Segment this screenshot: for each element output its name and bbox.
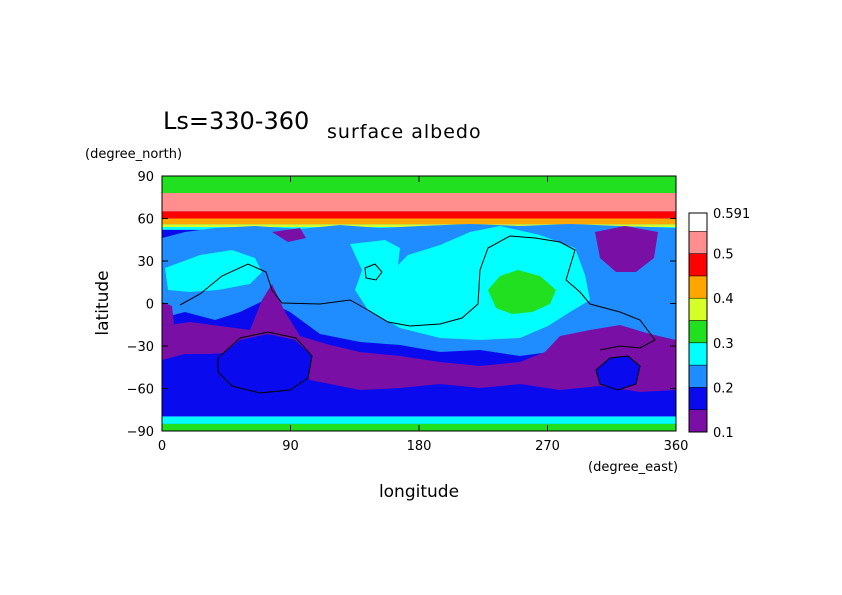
colorbar-label-5: 0.591: [713, 207, 750, 222]
colorbar-swatch-2: [688, 364, 708, 388]
region-basin-east: [596, 356, 640, 390]
y-axis-label: latitude: [93, 270, 113, 335]
colorbar: 0.1 0.2 0.3 0.4 0.5 0.591: [688, 207, 750, 441]
x-tick-label-360: 360: [664, 439, 689, 454]
colorbar-swatch-7: [688, 253, 708, 277]
zonal-band-4: [162, 224, 676, 227]
contour-north-highland: [179, 235, 656, 351]
colorbar-swatch-3: [688, 342, 708, 366]
axis-ticks: 0 90 180 270 360 90 60 30 0 −30 −60 −90: [127, 170, 689, 454]
zonal-band-3: [162, 218, 676, 225]
colorbar-label-3: 0.4: [713, 292, 734, 307]
contour-west-basin: [217, 331, 313, 394]
y-tick-label--90: −90: [127, 425, 154, 440]
colorbar-label-4: 0.5: [713, 248, 734, 263]
colorbar-swatch-0: [688, 409, 708, 433]
contour-east-basin: [595, 355, 641, 391]
y-tick-label-0: 0: [146, 298, 154, 313]
topography-contours: [179, 235, 656, 394]
region-brightest: [488, 270, 556, 314]
x-tick-label-180: 180: [407, 439, 432, 454]
region-dark-west-edge: [162, 302, 174, 326]
colorbar-frame: [688, 212, 708, 433]
y-unit-label: (degree_north): [85, 147, 182, 162]
x-axis-label: longitude: [379, 482, 459, 502]
contour-small-island: [364, 263, 383, 281]
colorbar-label-1: 0.2: [713, 381, 734, 396]
colorbar-swatch-8: [688, 231, 708, 254]
y-tick-label--30: −30: [127, 340, 154, 355]
region-bright-small: [365, 264, 382, 280]
chart-subtitle: surface albedo: [327, 121, 482, 143]
colorbar-label-0: 0.1: [713, 426, 734, 441]
colorbar-swatch-6: [688, 275, 708, 299]
y-tick-label-30: 30: [137, 255, 154, 270]
colorbar-swatch-1: [688, 387, 708, 410]
albedo-field: [162, 176, 676, 431]
region-bright-west: [165, 250, 262, 292]
y-tick-label--60: −60: [127, 383, 154, 398]
colorbar-swatch-5: [688, 297, 708, 321]
region-dark-north: [595, 226, 658, 272]
colorbar-label-2: 0.3: [713, 337, 734, 352]
region-basin-west: [218, 334, 312, 394]
zonal-band-2: [162, 211, 676, 219]
region-dark-northwest: [272, 228, 306, 242]
x-unit-label: (degree_east): [588, 460, 678, 475]
x-tick-label-90: 90: [282, 439, 299, 454]
region-band-south: [162, 378, 676, 416]
x-tick-label-270: 270: [535, 439, 560, 454]
zonal-band-1: [162, 193, 676, 212]
chart-title: Ls=330-360: [163, 107, 309, 135]
y-tick-label-90: 90: [137, 170, 154, 185]
zonal-band-7: [162, 416, 676, 424]
x-tick-label-0: 0: [158, 439, 166, 454]
colorbar-swatch-4: [688, 320, 708, 344]
y-tick-label-60: 60: [137, 213, 154, 228]
